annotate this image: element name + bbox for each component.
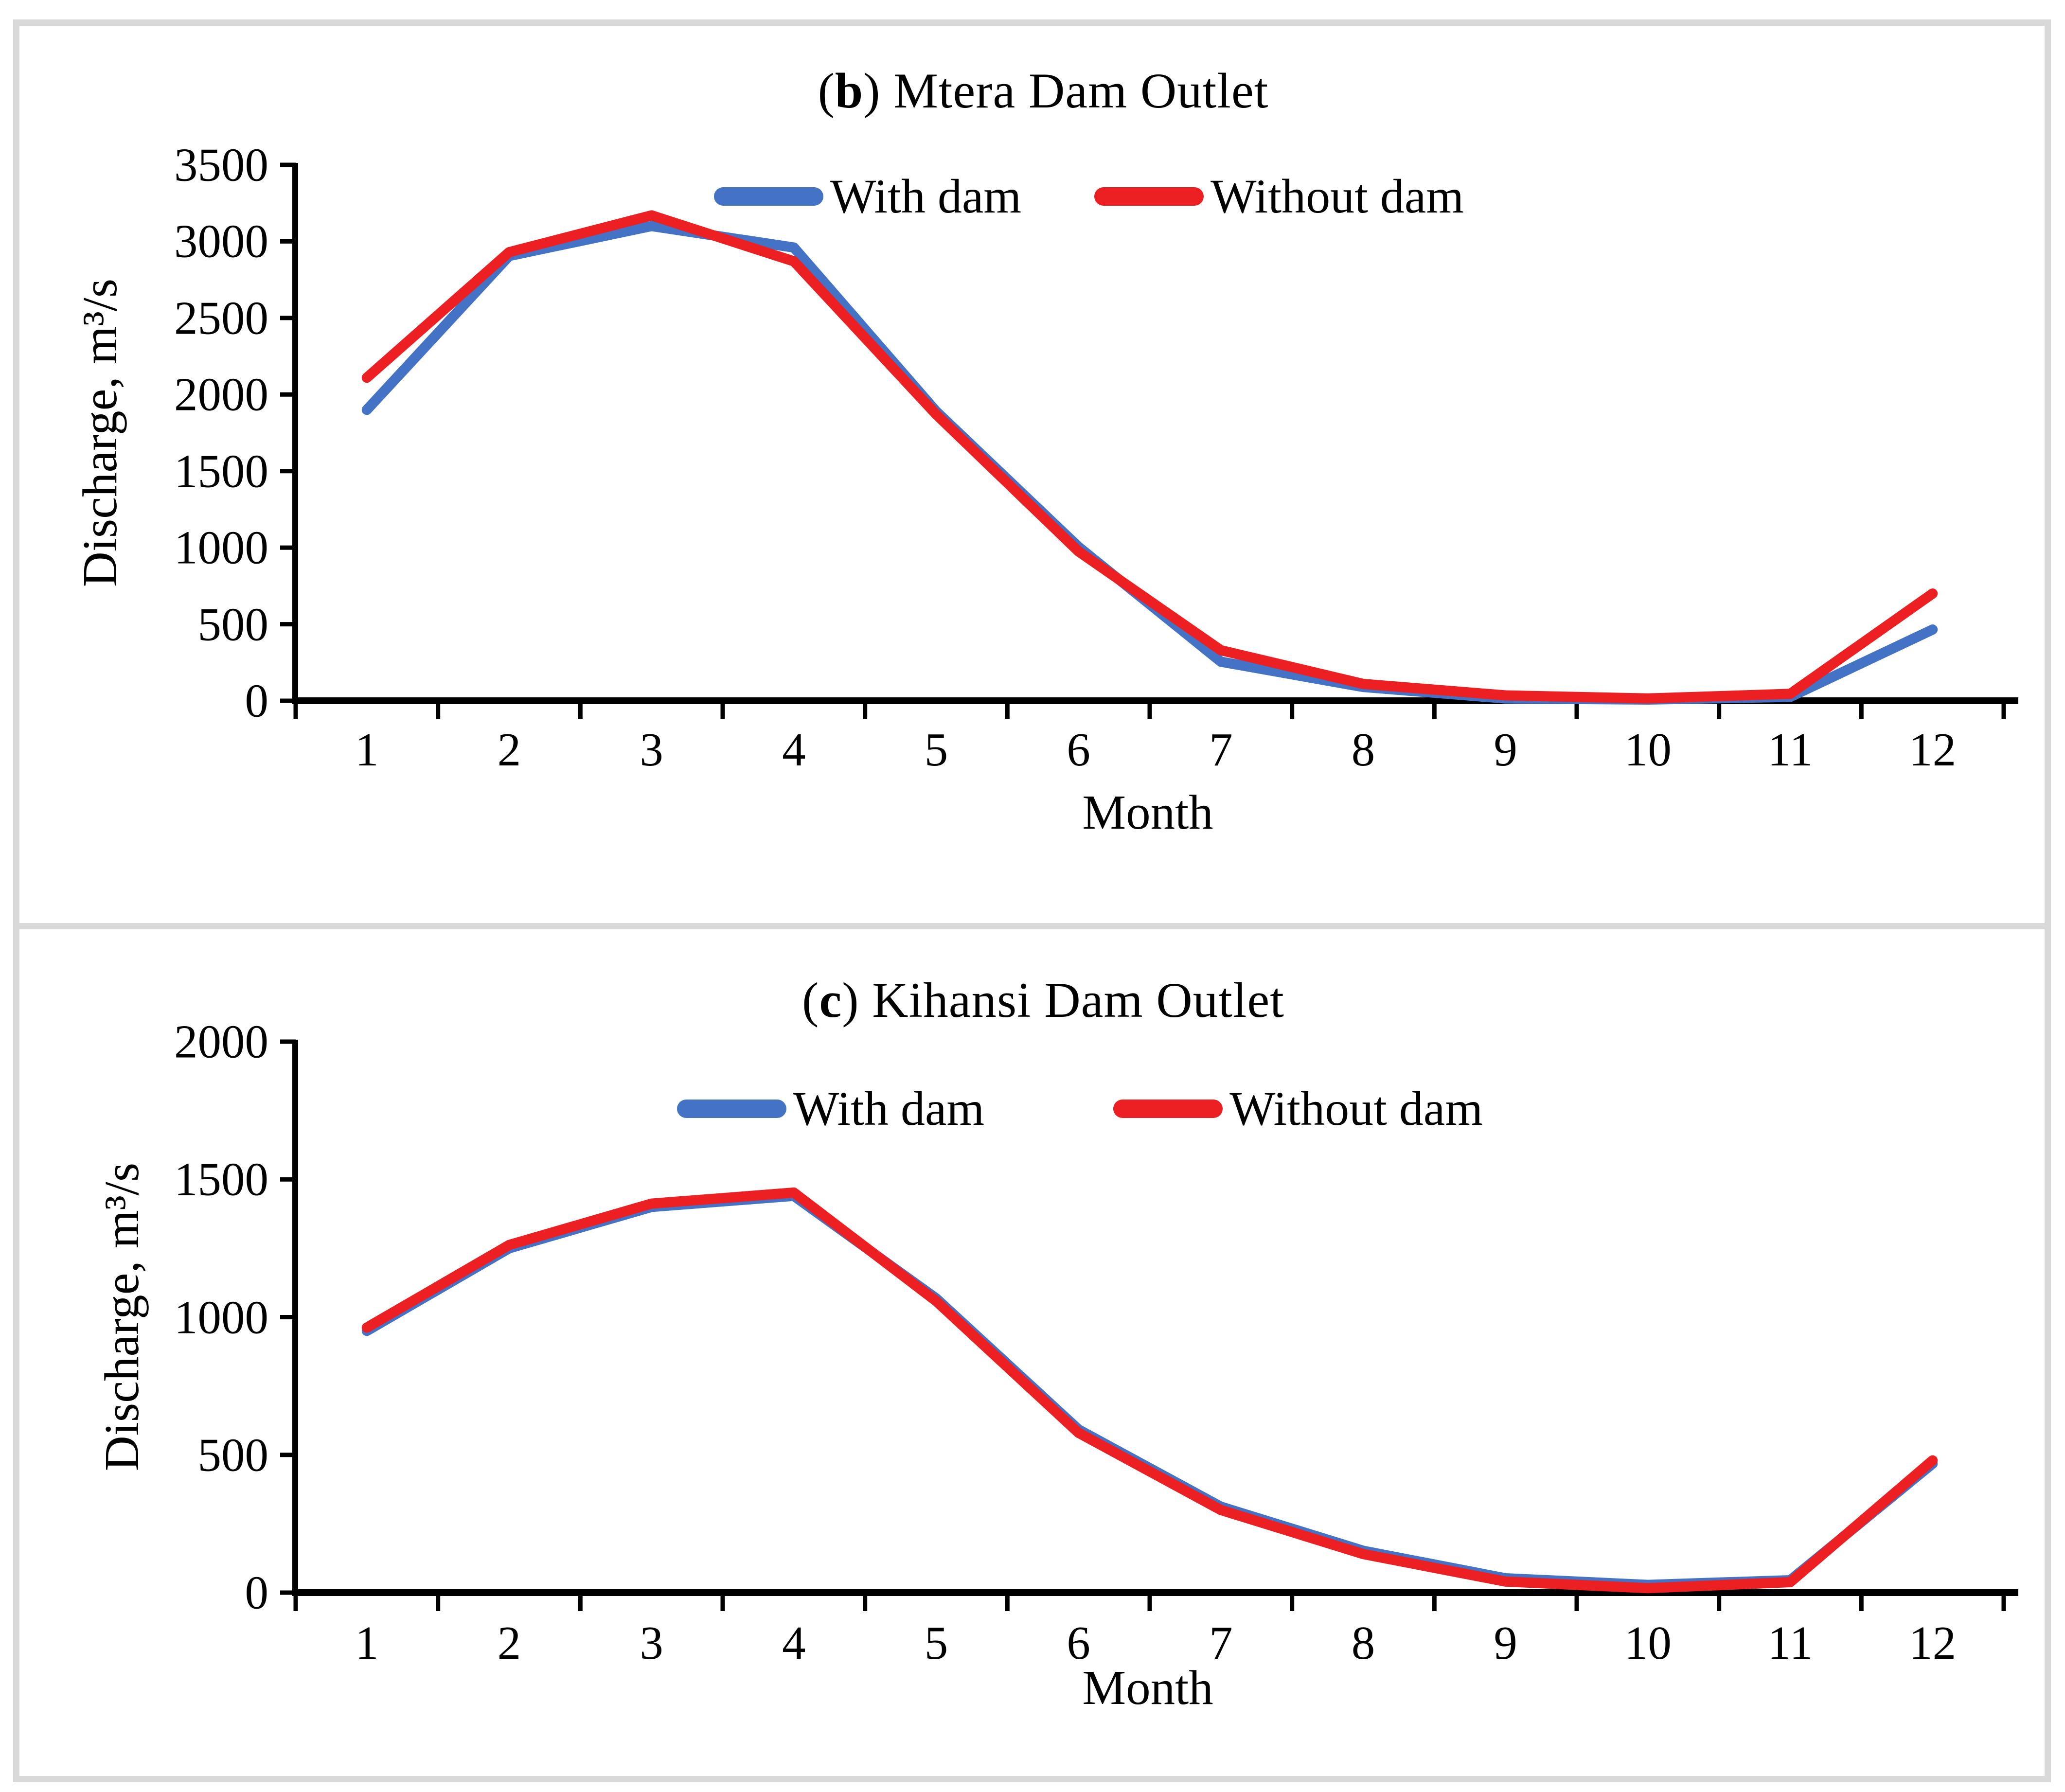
panel-divider	[13, 923, 2051, 929]
figure-frame	[13, 19, 2051, 1782]
